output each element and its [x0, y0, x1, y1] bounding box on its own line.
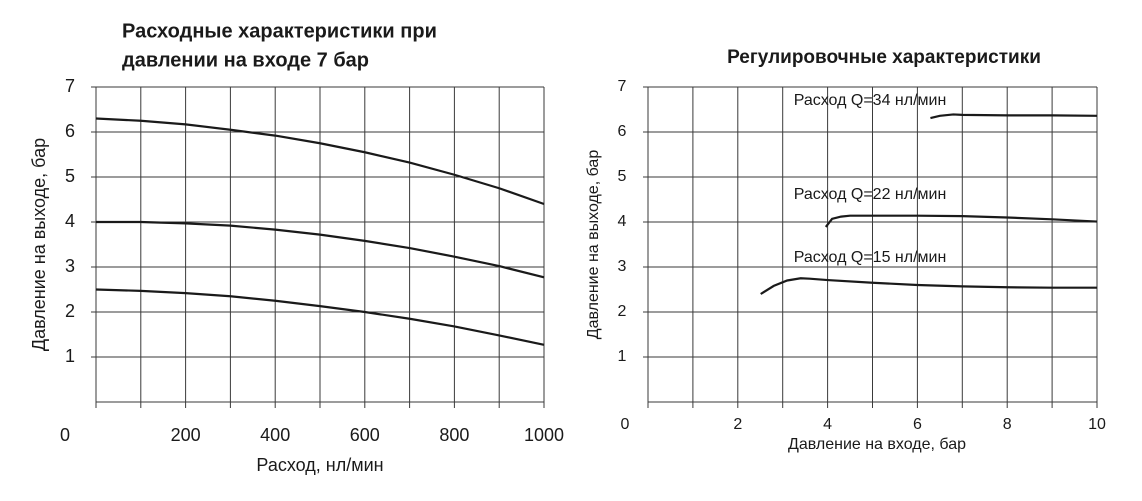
line — [95, 117, 545, 206]
chart-title: Регулировочные характеристики — [727, 47, 1041, 68]
chart-title: давлении на входе 7 бар — [122, 49, 369, 71]
x-tick-label: 1000 — [524, 425, 564, 445]
x-tick-label: 8 — [1003, 416, 1012, 433]
x-tick-label: 0 — [621, 416, 630, 433]
x-axis-label: Расход, нл/мин — [256, 455, 383, 475]
y-axis-label: Давление на выходе, бар — [585, 150, 602, 340]
line — [96, 220, 545, 279]
x-tick-label: 4 — [823, 416, 832, 433]
y-axis-label: Давление на выходе, бар — [29, 138, 49, 351]
y-tick-label: 3 — [65, 256, 75, 276]
y-tick-label: 7 — [618, 78, 627, 95]
y-tick-label: 1 — [618, 348, 627, 365]
y-tick-label: 2 — [618, 303, 627, 320]
line — [930, 113, 1098, 120]
y-tick-label: 7 — [65, 76, 75, 96]
x-tick-label: 10 — [1088, 416, 1106, 433]
x-tick-label: 6 — [913, 416, 922, 433]
line — [95, 288, 545, 346]
series-label: Расход Q=34 нл/мин — [794, 92, 947, 109]
x-tick-label: 0 — [60, 425, 70, 445]
x-tick-label: 200 — [171, 425, 201, 445]
y-tick-label: 3 — [618, 258, 627, 275]
y-tick-label: 6 — [618, 123, 627, 140]
y-tick-label: 1 — [65, 346, 75, 366]
y-tick-label: 4 — [618, 213, 627, 230]
y-tick-label: 5 — [65, 166, 75, 186]
x-axis-label: Давление на входе, бар — [788, 436, 966, 453]
x-tick-label: 800 — [439, 425, 469, 445]
y-tick-label: 6 — [65, 121, 75, 141]
x-tick-label: 400 — [260, 425, 290, 445]
line — [760, 277, 1097, 295]
x-tick-label: 600 — [350, 425, 380, 445]
y-tick-label: 2 — [65, 301, 75, 321]
chart-title: Расходные характеристики при — [122, 20, 437, 42]
y-tick-label: 5 — [618, 168, 627, 185]
x-tick-label: 2 — [733, 416, 742, 433]
series-label: Расход Q=15 нл/мин — [794, 249, 947, 266]
y-tick-label: 4 — [65, 211, 75, 231]
line — [824, 214, 1098, 228]
series-label: Расход Q=22 нл/мин — [794, 186, 947, 203]
